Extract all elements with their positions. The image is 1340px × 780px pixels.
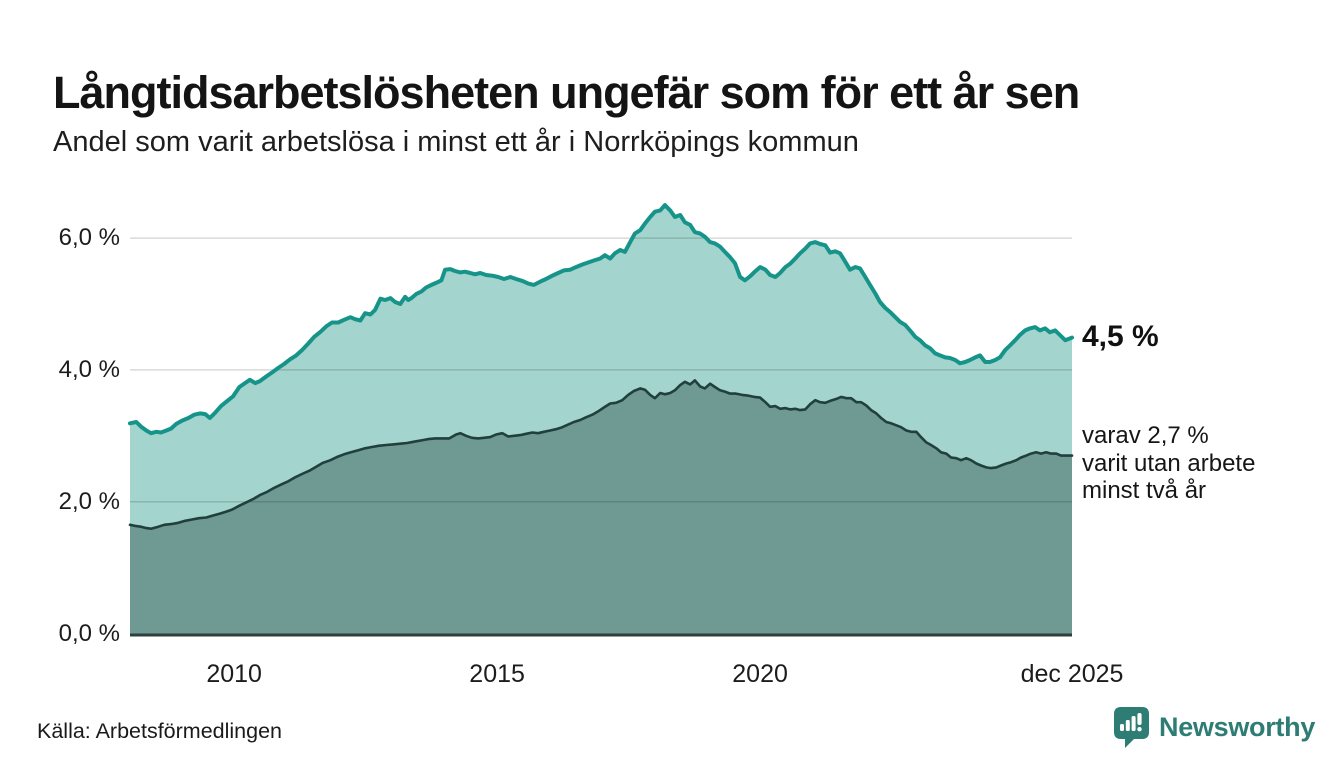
newsworthy-bubble-chart-icon	[1113, 706, 1150, 749]
x-tick-label: dec 2025	[1020, 660, 1124, 688]
newsworthy-logo: Newsworthy	[1113, 706, 1315, 749]
page-title: Långtidsarbetslösheten ungefär som för e…	[53, 67, 1080, 119]
series-line	[128, 203, 1074, 436]
series-line	[128, 379, 1074, 530]
y-tick-label: 2,0 %	[58, 487, 120, 515]
source-credit: Källa: Arbetsförmedlingen	[37, 719, 283, 743]
y-tick-label: 0,0 %	[58, 619, 120, 647]
x-tick-label: 2015	[469, 660, 525, 688]
y-tick-label: 6,0 %	[58, 224, 120, 252]
y-tick-label: 4,0 %	[58, 355, 120, 383]
page-subtitle: Andel som varit arbetslösa i minst ett å…	[53, 126, 859, 158]
brand-wordmark: Newsworthy	[1159, 712, 1316, 742]
series-side-note: varav 2,7 % varit utan arbete minst två …	[1082, 422, 1256, 504]
area-fill	[130, 380, 1072, 634]
series-end-value-label: 4,5 %	[1082, 320, 1159, 353]
x-tick-label: 2020	[732, 660, 788, 688]
x-tick-label: 2010	[206, 660, 262, 688]
